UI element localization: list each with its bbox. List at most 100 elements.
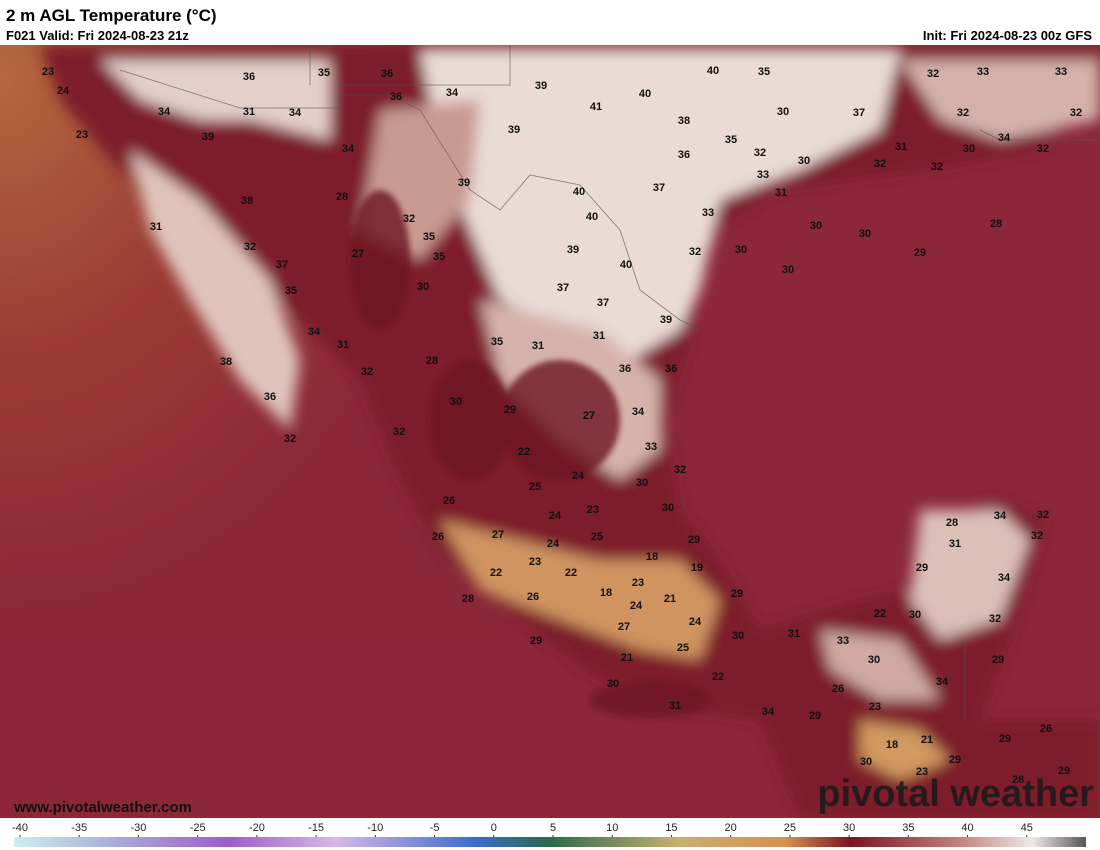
temperature-label: 34 <box>158 106 171 118</box>
temperature-label: 30 <box>662 502 674 514</box>
temperature-label: 22 <box>712 671 724 683</box>
map <box>0 45 1100 818</box>
temperature-label: 39 <box>567 244 579 256</box>
temperature-label: 35 <box>433 251 445 263</box>
temperature-label: 33 <box>702 207 714 219</box>
temperature-label: 29 <box>949 754 961 766</box>
temperature-label: 31 <box>949 538 961 550</box>
temperature-label: 23 <box>42 66 54 78</box>
temperature-label: 18 <box>600 587 612 599</box>
temperature-label: 26 <box>432 531 444 543</box>
temperature-label: 36 <box>619 363 631 375</box>
temperature-label: 25 <box>677 642 689 654</box>
temperature-label: 29 <box>688 534 700 546</box>
temperature-label: 30 <box>859 228 871 240</box>
temperature-label: 40 <box>573 186 585 198</box>
temperature-label: 32 <box>754 147 766 159</box>
temperature-label: 37 <box>557 282 569 294</box>
temperature-label: 30 <box>636 477 648 489</box>
temperature-label: 23 <box>916 766 928 778</box>
temperature-label: 22 <box>518 446 530 458</box>
temperature-label: 39 <box>202 131 214 143</box>
temperature-label: 25 <box>591 531 603 543</box>
website: www.pivotalweather.com <box>13 799 192 816</box>
temperature-label: 32 <box>927 68 939 80</box>
colorbar-tick-label: -5 <box>430 822 440 834</box>
temperature-label: 40 <box>620 259 632 271</box>
temperature-label: 31 <box>669 700 681 712</box>
temperature-label: 32 <box>1037 509 1049 521</box>
temperature-label: 34 <box>936 676 949 688</box>
temperature-label: 33 <box>645 441 657 453</box>
temperature-label: 30 <box>909 609 921 621</box>
temperature-label: 25 <box>529 481 541 493</box>
colorbar-tick-label: 35 <box>902 822 914 834</box>
temperature-label: 37 <box>853 107 865 119</box>
temperature-label: 32 <box>931 161 943 173</box>
temperature-label: 32 <box>957 107 969 119</box>
temperature-label: 35 <box>423 231 435 243</box>
temperature-label: 39 <box>508 124 520 136</box>
temperature-label: 37 <box>597 297 609 309</box>
temperature-label: 23 <box>632 577 644 589</box>
temperature-label: 34 <box>632 406 645 418</box>
colorbar-tick-label: 40 <box>961 822 973 834</box>
temperature-label: 24 <box>630 600 643 612</box>
colorbar-tick-label: -35 <box>71 822 87 834</box>
temperature-label: 23 <box>76 129 88 141</box>
temperature-label: 27 <box>583 410 595 422</box>
temperature-label: 30 <box>860 756 872 768</box>
temperature-label: 35 <box>758 66 770 78</box>
temperature-label: 39 <box>660 314 672 326</box>
temperature-label: 39 <box>458 177 470 189</box>
temperature-label: 33 <box>977 66 989 78</box>
temperature-label: 29 <box>916 562 928 574</box>
temperature-label: 18 <box>646 551 658 563</box>
temperature-label: 21 <box>921 734 933 746</box>
temperature-label: 24 <box>572 470 585 482</box>
colorbar-tick-label: -15 <box>308 822 324 834</box>
temperature-label: 30 <box>450 396 462 408</box>
temperature-label: 34 <box>762 706 775 718</box>
temperature-label: 26 <box>527 591 539 603</box>
temperature-label: 35 <box>491 336 503 348</box>
temperature-label: 28 <box>946 517 958 529</box>
valid-time: F021 Valid: Fri 2024-08-23 21z <box>6 28 189 43</box>
temperature-label: 29 <box>1058 765 1070 777</box>
temperature-label: 30 <box>777 106 789 118</box>
temperature-label: 30 <box>735 244 747 256</box>
temperature-label: 32 <box>284 433 296 445</box>
colorbar <box>14 837 1086 847</box>
temperature-label: 27 <box>492 529 504 541</box>
colorbar-tick-label: 10 <box>606 822 618 834</box>
temperature-label: 31 <box>788 628 800 640</box>
temperature-label: 34 <box>994 510 1007 522</box>
temperature-label: 36 <box>264 391 276 403</box>
colorbar-tick-label: 0 <box>491 822 497 834</box>
temperature-label: 31 <box>895 141 907 153</box>
temperature-label: 30 <box>868 654 880 666</box>
temperature-label: 24 <box>547 538 560 550</box>
temperature-label: 32 <box>361 366 373 378</box>
temperature-label: 26 <box>1040 723 1052 735</box>
temperature-label: 21 <box>664 593 676 605</box>
temperature-label: 32 <box>989 613 1001 625</box>
colorbar-tick-label: 45 <box>1021 822 1033 834</box>
temperature-label: 32 <box>244 241 256 253</box>
temperature-label: 32 <box>1037 143 1049 155</box>
temperature-label: 32 <box>1070 107 1082 119</box>
temperature-label: 34 <box>446 87 459 99</box>
temperature-label: 34 <box>998 572 1011 584</box>
temperature-label: 36 <box>665 363 677 375</box>
temperature-label: 34 <box>308 326 321 338</box>
temperature-label: 22 <box>565 567 577 579</box>
temperature-label: 26 <box>443 495 455 507</box>
temperature-label: 24 <box>549 510 562 522</box>
temperature-label: 29 <box>992 654 1004 666</box>
colorbar-tick-label: -40 <box>12 822 28 834</box>
temperature-label: 22 <box>874 608 886 620</box>
temperature-label: 21 <box>621 652 633 664</box>
temperature-label: 36 <box>243 71 255 83</box>
temperature-label: 37 <box>653 182 665 194</box>
